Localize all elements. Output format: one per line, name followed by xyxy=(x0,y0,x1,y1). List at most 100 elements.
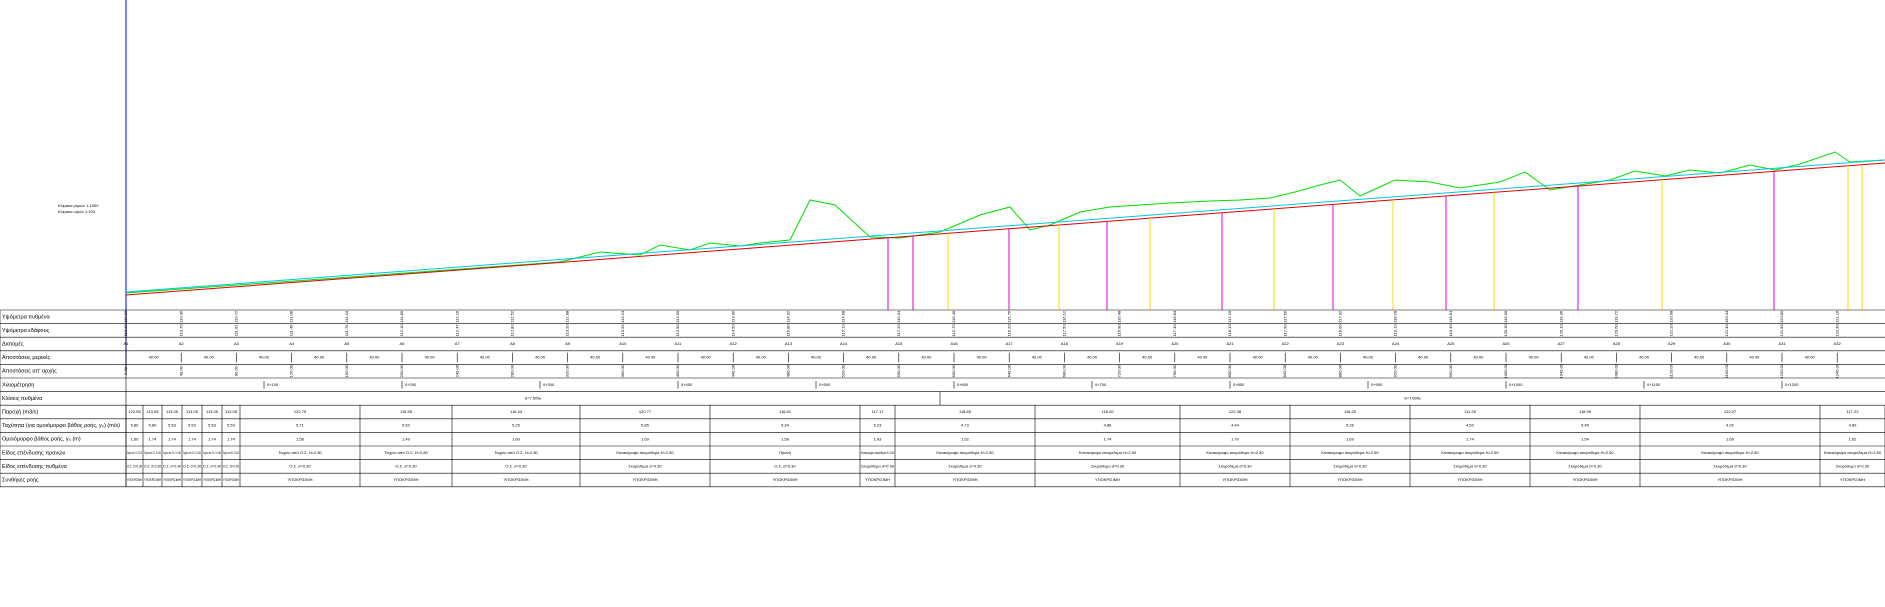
segment-value: 117.22 xyxy=(1847,409,1860,414)
segment-value: 115.55 xyxy=(400,409,413,414)
segment-value: Τοιχείο από Ο.Σ. Η=2.80 xyxy=(203,450,221,455)
section-label: Α10 xyxy=(619,341,627,346)
segment-value: Ο.Σ. d=0.30 xyxy=(127,463,143,468)
cumulative-distance: 1000.00 xyxy=(1503,363,1508,378)
elevation-label: 111.44 xyxy=(344,310,349,322)
section-label: Α14 xyxy=(840,341,848,346)
segment-value: Ο.Σ. d=0.30 xyxy=(183,463,202,468)
partial-distance: 40.00 xyxy=(1418,355,1429,360)
elevation-label: 120.10 xyxy=(1558,324,1563,337)
elevation-label: 116.80 xyxy=(785,324,790,337)
section-label: Α27 xyxy=(1558,341,1566,346)
section-label: Α32 xyxy=(1834,341,1842,346)
section-label: Α1 xyxy=(124,341,130,346)
segment-value: ΥΠΟΚΡΙΣΙΜΗ xyxy=(504,477,529,482)
bottom-line xyxy=(125,162,1885,296)
cumulative-distance: 760.00 xyxy=(1172,364,1177,377)
elevation-label: 114.32 xyxy=(785,310,790,323)
segment-value: ΥΠΟΚΡΙΣΙΜΗ xyxy=(1718,477,1743,482)
elevation-label: 113.55 xyxy=(620,324,625,337)
partial-distance: 40.00 xyxy=(1087,355,1098,360)
section-label: Α21 xyxy=(1226,341,1234,346)
segment-value: 5.71 xyxy=(296,423,305,428)
elevation-label: 121.90 xyxy=(1779,324,1784,337)
segment-value: 5.34 xyxy=(781,423,790,428)
elevation-label: 111.40 xyxy=(289,324,294,336)
elevation-label: 112.88 xyxy=(565,310,570,323)
cumulative-distance: 360.00 xyxy=(620,364,625,377)
elevation-label: 111.08 xyxy=(289,310,294,322)
segment-value: Σκυρόδεμα d=0.30 xyxy=(948,463,982,468)
elevation-label: 112.16 xyxy=(454,310,459,323)
row-label: Παροχή (m3/s) xyxy=(2,408,38,415)
section-label: Α15 xyxy=(895,341,903,346)
segment-value: ΥΠΟΚΡΙΣΙΜΗ xyxy=(1458,477,1483,482)
segment-value: Κατακόρυφο σκυρόδεμα Η=2.50 xyxy=(1701,450,1759,455)
elevation-label: 111.75 xyxy=(344,324,349,336)
cumulative-distance: 1040.00 xyxy=(1558,363,1563,378)
elevation-label: 116.48 xyxy=(1117,310,1122,323)
section-label: Α29 xyxy=(1668,341,1676,346)
elevation-label: 116.12 xyxy=(1061,310,1066,323)
elevation-label: 114.50 xyxy=(730,324,735,337)
cumulative-distance: 560.00 xyxy=(896,364,901,377)
segment-value: Κατακόρυφο σκυρόδεμα Η=2.50 xyxy=(936,450,994,455)
cumulative-distance: 80.00 xyxy=(233,365,238,376)
segment-value: Σκυρόδεμα d=0.30 xyxy=(861,463,895,468)
scale-note: Κλίμακα υψών 1:100 xyxy=(58,209,96,214)
segment-value: ΥΠΟΚΡΙΣΙΜΗ xyxy=(223,477,239,482)
partial-distance: 40.00 xyxy=(1639,355,1650,360)
elevation-label: 115.76 xyxy=(1006,310,1011,323)
segment-value: 1.52 xyxy=(961,436,970,441)
row-label: Διατομές xyxy=(2,340,24,347)
section-label: Α25 xyxy=(1447,341,1455,346)
cumulative-distance: 520.00 xyxy=(841,364,846,377)
elevation-label: 113.96 xyxy=(730,310,735,323)
segment-value: 1.62 xyxy=(1849,436,1858,441)
partial-distance: 40.00 xyxy=(425,355,436,360)
cumulative-distance: 720.00 xyxy=(1117,364,1122,377)
row-label: Συνθήκες ροής xyxy=(2,476,39,483)
elevation-label: 120.44 xyxy=(1724,310,1729,323)
segment-value: Κατακόρυφο σκυρόδεμα Η=2.50 xyxy=(1441,450,1499,455)
row-label: Είδος επένδυσης πρανών xyxy=(2,449,65,456)
elevation-label: 119.00 xyxy=(1503,310,1508,323)
elevation-label: 118.64 xyxy=(1448,310,1453,323)
elevation-label: 110.32 xyxy=(123,324,128,337)
segment-value: Σκυρόδεμα d=0.30 xyxy=(1568,463,1602,468)
segment-value: Σκυρόδεμα d=0.30 xyxy=(1218,463,1252,468)
segment-value: 4.86 xyxy=(1104,423,1113,428)
cumulative-distance: 40.00 xyxy=(178,365,183,376)
segment-value: 118.99 xyxy=(1579,409,1592,414)
row-label: Αποστάσεις απ' αρχής xyxy=(2,368,57,375)
elevation-label: 115.04 xyxy=(896,310,901,323)
elevation-label: 121.16 xyxy=(1834,310,1839,323)
segment-value: Τοιχείο από Ο.Σ. Η=2.80 xyxy=(278,450,322,455)
segment-value: 5.25 xyxy=(512,423,521,428)
section-label: Α26 xyxy=(1502,341,1510,346)
section-label: Α6 xyxy=(400,341,406,346)
elevation-label: 120.60 xyxy=(1613,324,1618,337)
elevation-label: 119.40 xyxy=(1448,324,1453,337)
water-surface-line xyxy=(125,159,1885,293)
segment-value: 1.69 xyxy=(1346,436,1355,441)
elevation-label: 117.90 xyxy=(1282,324,1287,337)
segment-value: ΥΠΟΚΡΙΣΙΜΗ xyxy=(1095,477,1120,482)
segment-value: Ο.Σ. d=0.30 xyxy=(163,463,182,468)
scale-note: Κλίμακα μηκών 1:1000 xyxy=(58,203,99,208)
section-label: Α9 xyxy=(565,341,571,346)
segment-value: 1.74 xyxy=(227,436,236,441)
partial-distance: 40.00 xyxy=(480,355,491,360)
elevation-label: 113.24 xyxy=(620,310,625,323)
cumulative-distance: 400.00 xyxy=(675,364,680,377)
elevation-label: 120.30 xyxy=(1503,324,1508,337)
segment-value: Ο.Σ. d=0.30 xyxy=(774,463,796,468)
segment-value: 122.08 xyxy=(128,409,141,414)
segment-value: Σκυρόδεμα d=0.30 xyxy=(1333,463,1367,468)
segment-value: 122.38 xyxy=(1229,409,1242,414)
segment-value: Σκυρόδεμα d=0.30 xyxy=(1091,463,1125,468)
elevation-label: 112.80 xyxy=(509,324,514,337)
segment-value: Σκυρόδεμα d=0.30 xyxy=(1836,463,1870,468)
elevation-label: 118.10 xyxy=(1227,324,1232,337)
